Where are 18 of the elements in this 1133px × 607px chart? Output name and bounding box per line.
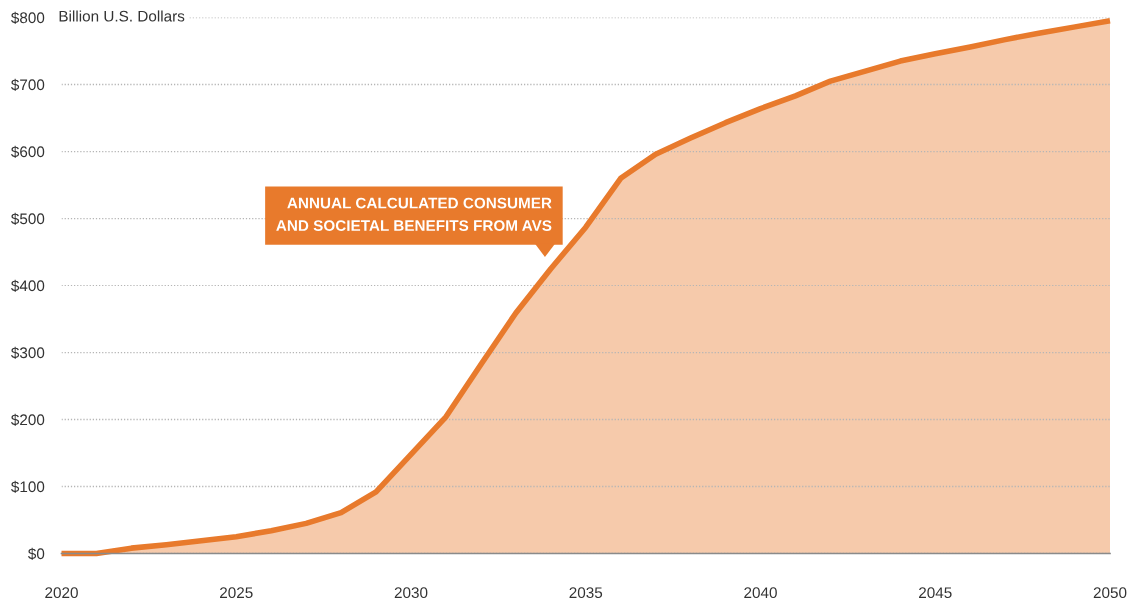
x-tick-label: 2030 [394, 587, 428, 599]
y-tick-label: $200 [11, 413, 45, 427]
y-tick-label: $500 [11, 212, 45, 226]
y-axis-title: Billion U.S. Dollars [59, 10, 185, 22]
y-tick-label: $300 [11, 346, 45, 360]
y-tick-label: $400 [11, 279, 45, 293]
y-tick-label: $0 [28, 547, 45, 561]
y-tick-label: $100 [11, 480, 45, 494]
x-tick-label: 2020 [45, 587, 78, 599]
x-tick-label: 2035 [569, 587, 603, 599]
y-tick-label: $700 [11, 78, 45, 92]
y-tick-label: $600 [11, 145, 45, 159]
x-tick-label: 2045 [919, 587, 952, 599]
x-tick-label: 2025 [220, 587, 253, 599]
y-tick-label: $800 [11, 11, 45, 25]
x-tick-label: 2050 [1093, 587, 1127, 599]
annotation: ANNUAL CALCULATED CONSUMER AND SOCIETAL BENEFITS FROM AVS [276, 197, 552, 232]
x-tick-label: 2040 [744, 587, 777, 599]
